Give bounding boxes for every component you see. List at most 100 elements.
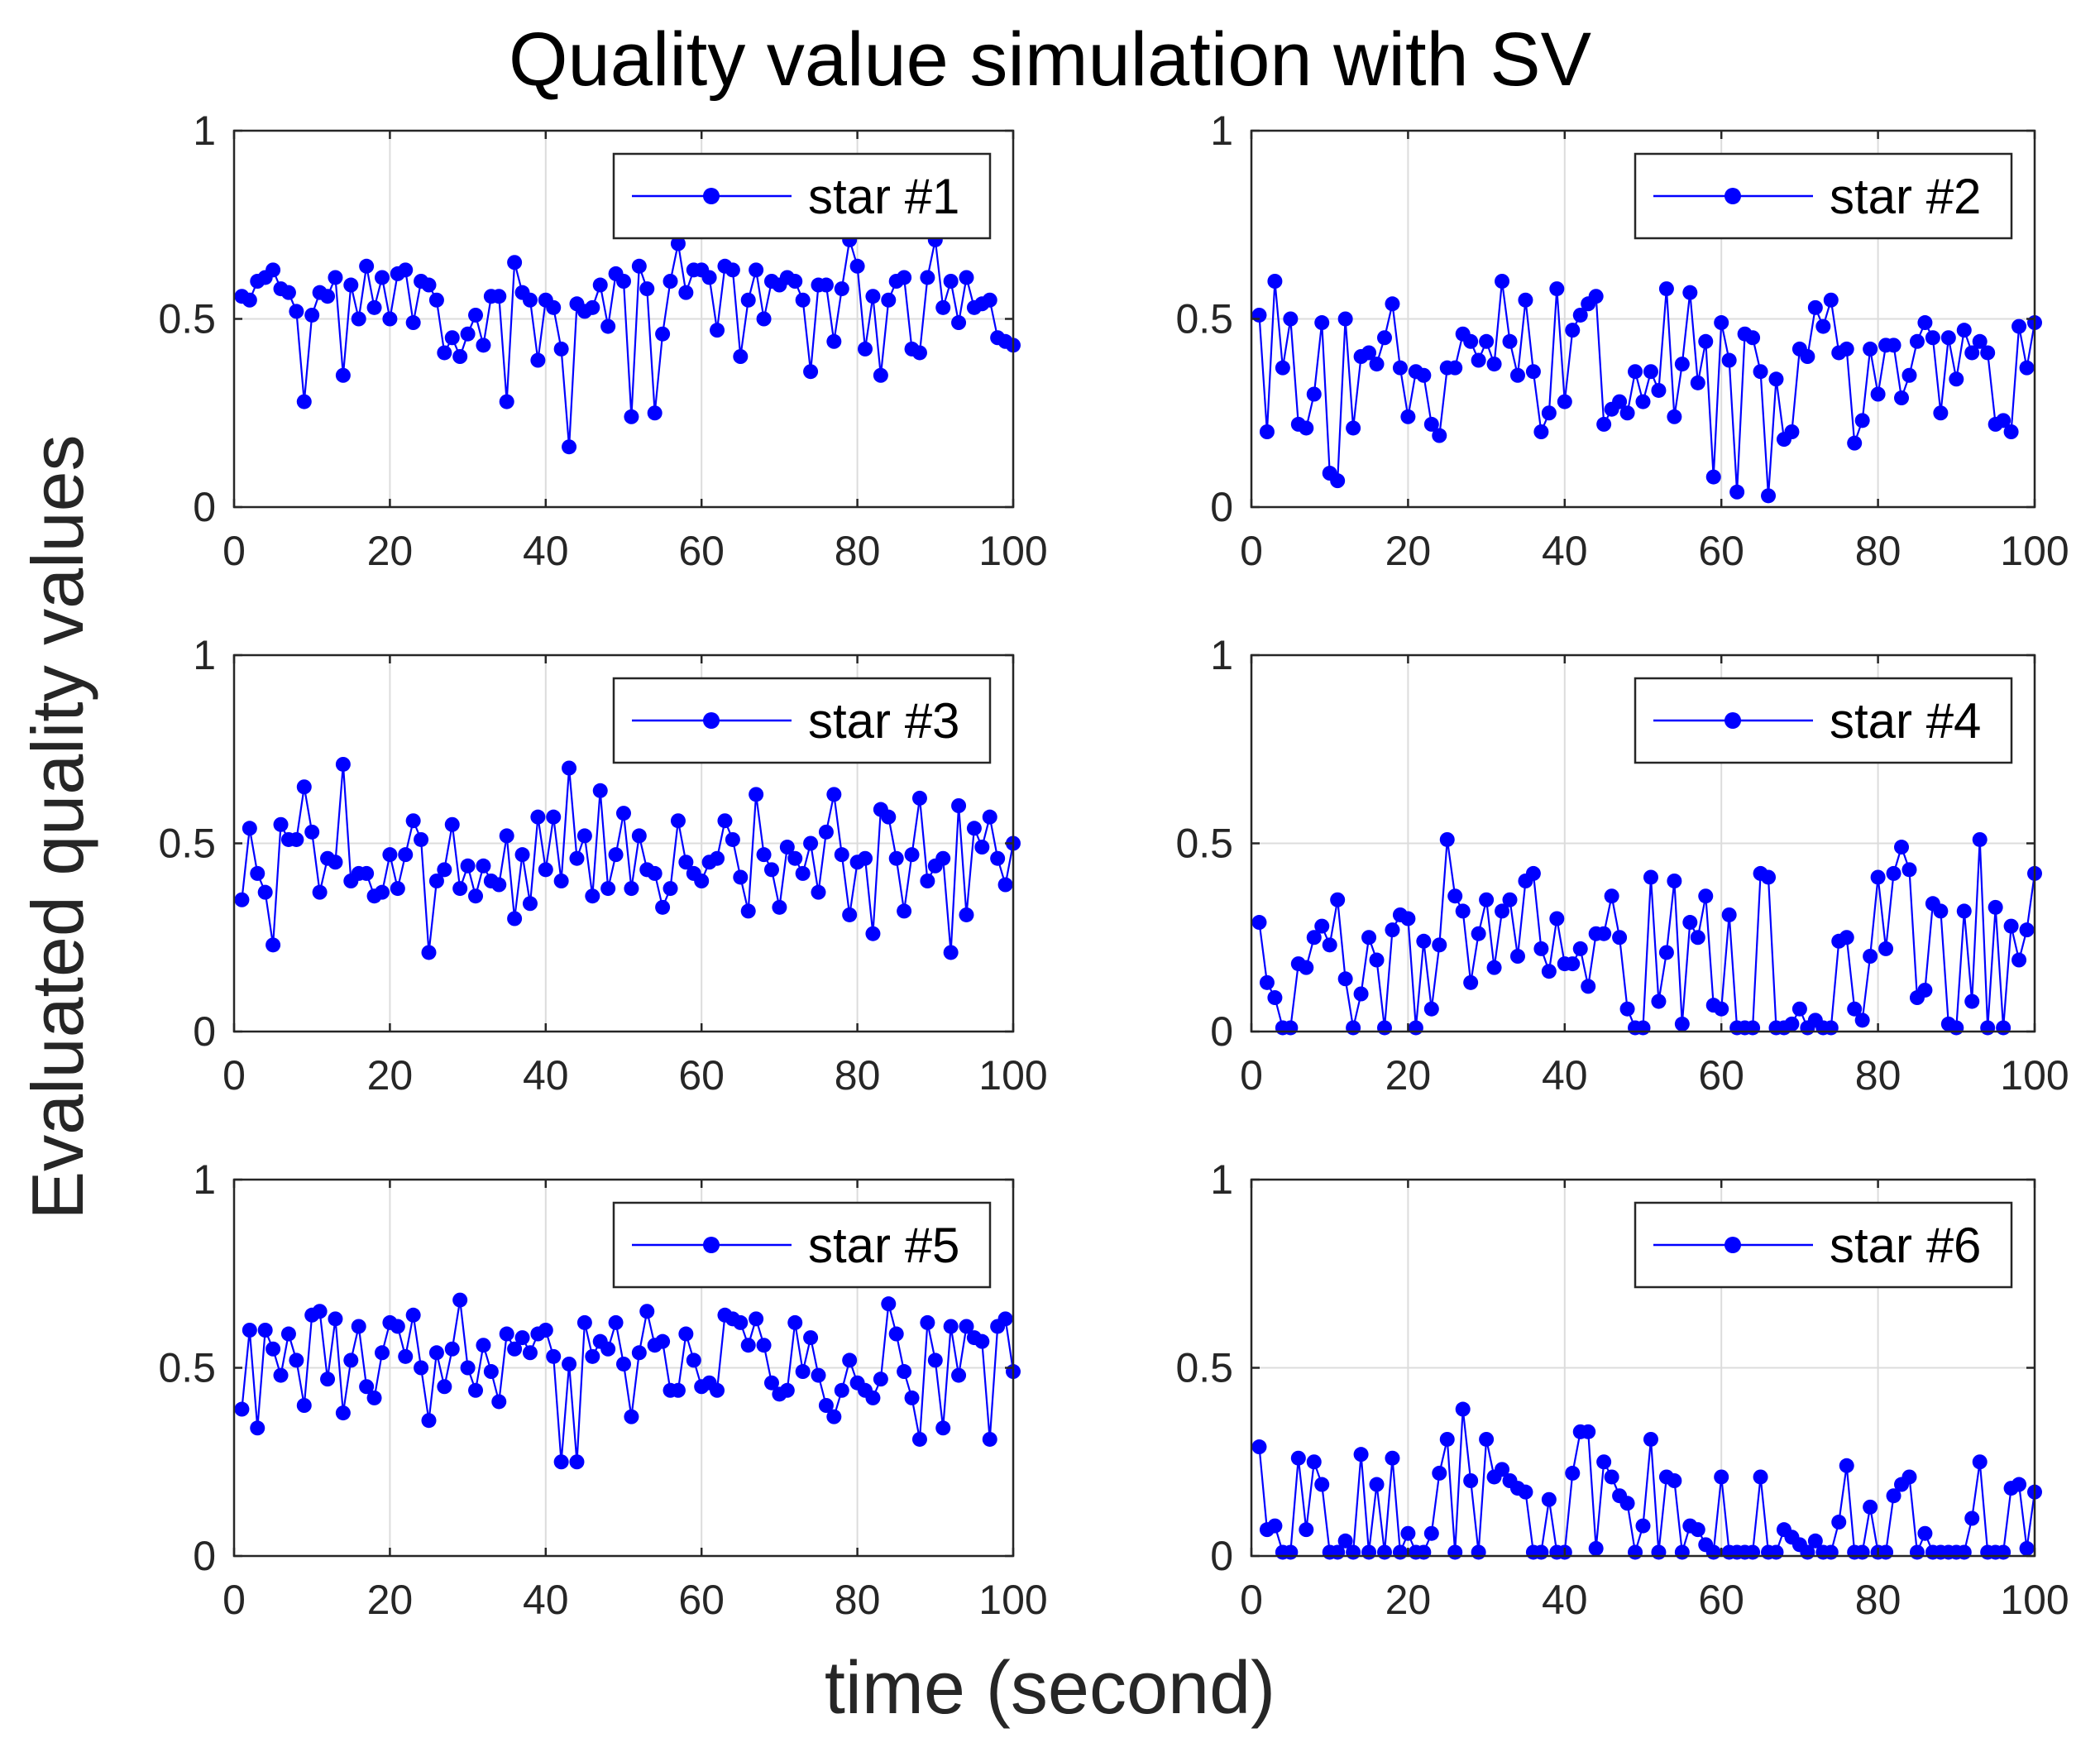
data-point — [1854, 1544, 1870, 1560]
data-point — [1612, 394, 1628, 409]
data-point — [1956, 323, 1972, 338]
data-point — [1463, 333, 1479, 349]
data-point — [437, 1379, 452, 1395]
data-point — [818, 1398, 834, 1413]
x-tick-label: 60 — [678, 1052, 725, 1099]
data-point — [1839, 930, 1854, 946]
data-point — [374, 1345, 390, 1361]
data-point — [959, 907, 974, 922]
data-point — [1596, 416, 1612, 432]
data-point — [600, 881, 616, 897]
data-point — [1290, 1450, 1306, 1466]
data-point — [1337, 971, 1353, 987]
data-point — [1572, 307, 1588, 323]
data-point — [710, 1382, 725, 1398]
data-point — [1525, 865, 1541, 881]
data-point — [257, 884, 273, 900]
data-point — [2019, 360, 2035, 376]
data-point — [1933, 903, 1949, 919]
data-point — [1369, 357, 1385, 372]
data-point — [842, 1352, 858, 1368]
data-point — [733, 349, 749, 364]
data-point — [655, 326, 671, 342]
data-point — [1635, 1020, 1651, 1036]
data-point — [569, 850, 585, 866]
data-point — [398, 1348, 414, 1364]
data-point — [1502, 333, 1518, 349]
data-point — [678, 855, 694, 870]
data-point — [1361, 1544, 1377, 1560]
y-tick-label: 0 — [193, 1008, 216, 1055]
data-point — [1251, 1439, 1267, 1455]
data-point — [1901, 862, 1917, 878]
data-point — [1518, 292, 1533, 308]
legend-marker-swatch — [703, 1237, 720, 1253]
legend-marker-swatch — [1724, 712, 1741, 729]
data-point — [1807, 299, 1823, 315]
data-point — [1949, 1020, 1964, 1036]
data-point — [1479, 892, 1495, 907]
data-point — [1565, 1465, 1581, 1481]
data-point — [1400, 409, 1416, 424]
data-point — [1432, 1465, 1447, 1481]
data-point — [359, 258, 375, 274]
x-tick-label: 20 — [367, 528, 414, 574]
data-point — [2012, 318, 2027, 334]
data-point — [1972, 333, 1988, 349]
data-point — [1753, 364, 1768, 380]
data-point — [1525, 364, 1541, 380]
data-point — [289, 1352, 304, 1368]
data-point — [1259, 974, 1275, 990]
data-point — [873, 1372, 888, 1387]
data-point — [476, 338, 491, 353]
data-point — [1761, 869, 1777, 885]
data-point — [444, 1341, 460, 1357]
y-tick-label: 1 — [1210, 632, 1233, 678]
y-tick-label: 0.5 — [158, 1345, 216, 1391]
x-tick-label: 60 — [678, 528, 725, 574]
data-point — [1863, 341, 1878, 357]
data-point — [624, 1409, 639, 1424]
data-point — [366, 1390, 382, 1405]
data-point — [437, 862, 452, 878]
data-point — [1376, 1544, 1392, 1560]
data-point — [1643, 869, 1658, 885]
data-point — [1353, 986, 1369, 1002]
data-point — [733, 1314, 749, 1330]
data-point — [1306, 1454, 1322, 1470]
data-point — [624, 881, 639, 897]
data-point — [826, 1409, 842, 1424]
data-point — [1385, 922, 1400, 938]
data-point — [491, 289, 507, 304]
data-point — [1541, 405, 1557, 421]
data-point — [1251, 915, 1267, 931]
data-point — [2012, 1477, 2027, 1492]
data-point — [1690, 930, 1705, 946]
data-point — [522, 292, 538, 308]
data-point — [1619, 1496, 1635, 1511]
data-point — [772, 899, 787, 915]
data-point — [678, 1326, 694, 1342]
data-point — [787, 1314, 803, 1330]
subplot-2: 0 20 40 60 80 100 0 0.5 1 star #2 — [1175, 108, 2069, 574]
data-point — [1299, 420, 1314, 436]
data-point — [514, 1330, 530, 1346]
data-point — [959, 1319, 974, 1334]
data-point — [507, 1341, 523, 1357]
legend-label: star #6 — [1830, 1218, 1981, 1273]
data-point — [1612, 930, 1628, 946]
data-point — [585, 888, 600, 904]
data-point — [1330, 892, 1346, 907]
data-point — [873, 367, 888, 383]
data-point — [280, 1326, 296, 1342]
data-point — [888, 850, 904, 866]
y-tick-label: 0 — [193, 1533, 216, 1579]
shared-y-axis-label: Evaluated quality values — [17, 434, 98, 1220]
data-point — [328, 855, 343, 870]
data-point — [1674, 1544, 1690, 1560]
x-tick-label: 100 — [978, 528, 1047, 574]
data-point — [1447, 888, 1463, 904]
data-point — [428, 874, 444, 888]
data-point — [1972, 1454, 1988, 1470]
data-point — [951, 798, 967, 813]
